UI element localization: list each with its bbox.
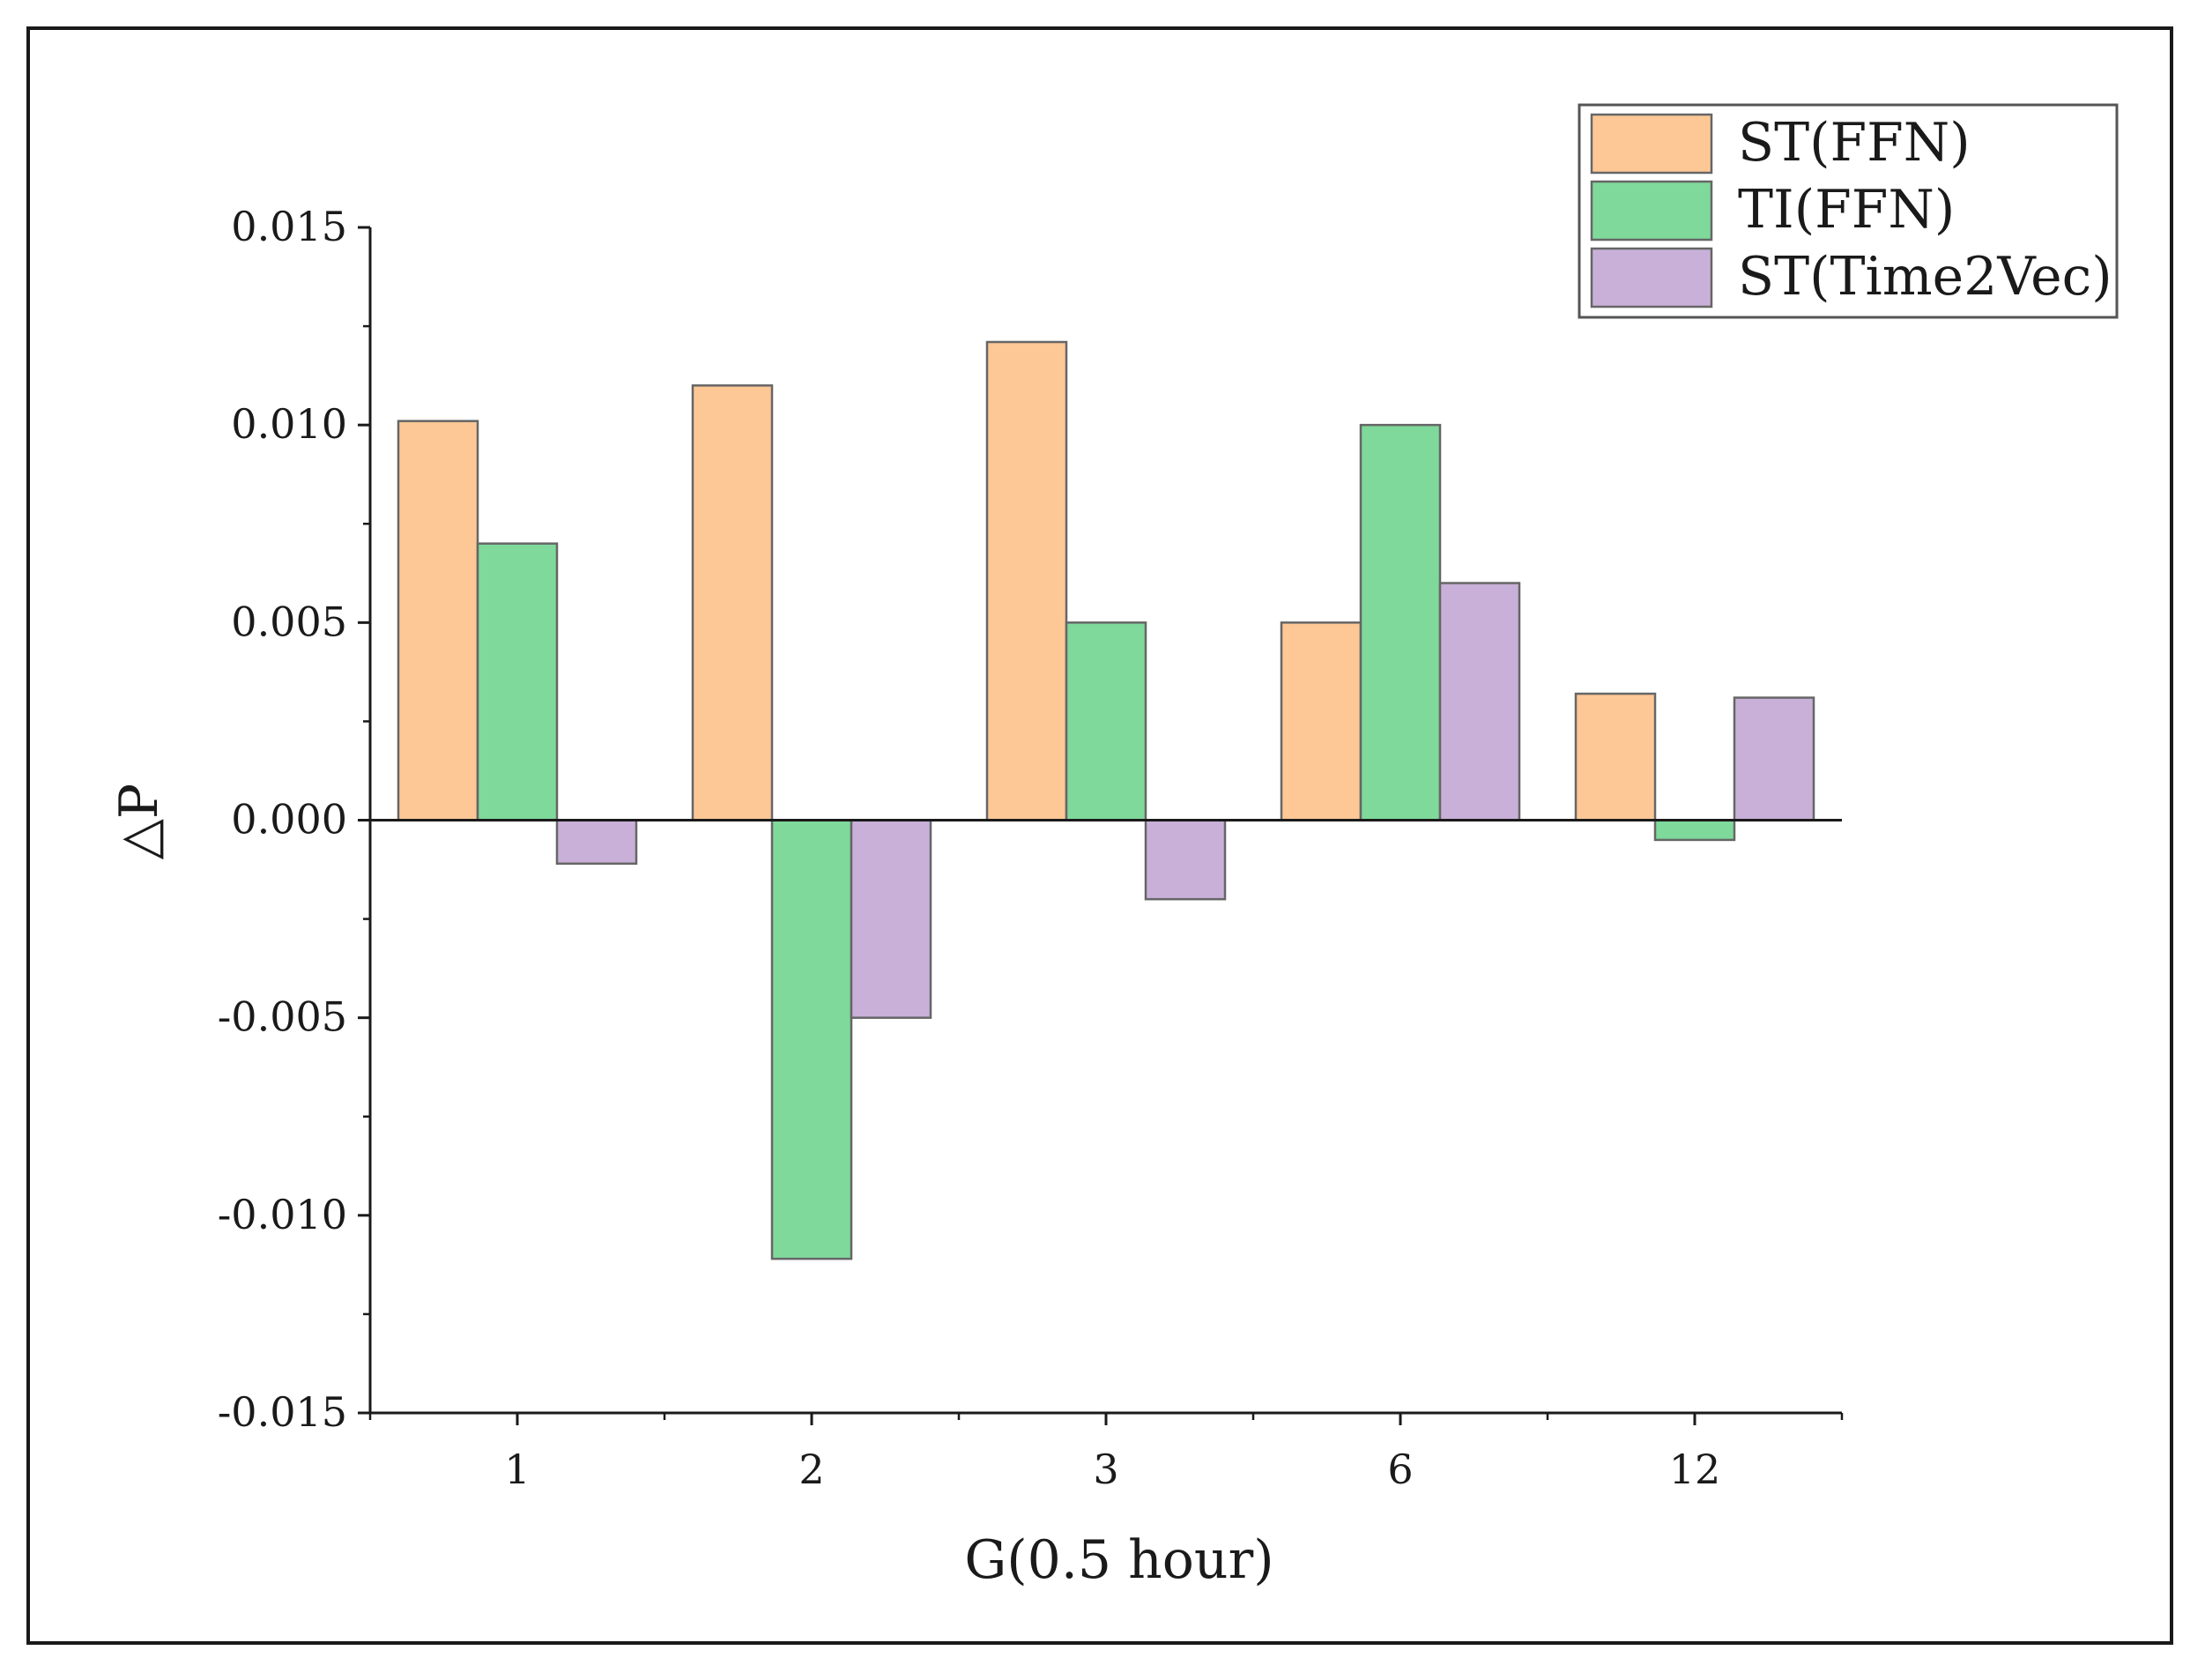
- bar-ti-ffn-1: [476, 542, 559, 821]
- y-tick-label: 0.005: [231, 598, 347, 645]
- bar-st-time2vec-12: [1733, 696, 1815, 821]
- legend-swatch: [1590, 247, 1713, 308]
- axes-group: [368, 227, 1842, 1415]
- bar-st-ffn-2: [691, 384, 774, 821]
- x-tick-label: 3: [1093, 1446, 1118, 1493]
- y-axis-title: △P: [108, 784, 170, 860]
- bar-st-time2vec-2: [850, 819, 932, 1019]
- bar-st-ffn-6: [1280, 621, 1362, 821]
- legend-label: ST(FFN): [1738, 112, 1971, 174]
- bar-ti-ffn-2: [770, 819, 853, 1260]
- bars-group: [397, 340, 1815, 1260]
- y-tick-label: 0.015: [231, 203, 347, 250]
- legend-swatch: [1590, 180, 1713, 242]
- legend: ST(FFN)TI(FFN)ST(Time2Vec): [1578, 103, 2119, 319]
- bar-st-ffn-1: [397, 420, 479, 821]
- bar-st-ffn-12: [1574, 692, 1657, 821]
- x-tick-label: 12: [1669, 1446, 1721, 1493]
- y-tick-label: -0.005: [218, 993, 347, 1041]
- legend-label: ST(Time2Vec): [1738, 246, 2112, 308]
- x-ticks-group: 1 2 3 6 12: [368, 1413, 1844, 1493]
- bar-st-ffn-3: [985, 340, 1068, 821]
- bar-ti-ffn-3: [1065, 621, 1147, 821]
- y-tick-label: -0.015: [218, 1388, 347, 1436]
- x-tick-label: 1: [504, 1446, 530, 1493]
- x-tick-label: 2: [798, 1446, 824, 1493]
- y-tick-label: 0.010: [231, 400, 347, 448]
- legend-swatch: [1590, 113, 1713, 175]
- bar-ti-ffn-6: [1359, 423, 1442, 821]
- y-ticks-group: -0.015 -0.010 -0.005 0.000 0.005 0.010 0.015: [218, 203, 370, 1436]
- bar-ti-ffn-12: [1653, 819, 1736, 842]
- y-tick-label: -0.010: [218, 1191, 347, 1238]
- bar-st-time2vec-6: [1438, 582, 1521, 821]
- bar-st-time2vec-1: [555, 819, 638, 866]
- bar-st-time2vec-3: [1144, 819, 1227, 901]
- x-axis-title: G(0.5 hour): [964, 1529, 1273, 1591]
- x-tick-label: 6: [1387, 1446, 1413, 1493]
- legend-label: TI(FFN): [1738, 179, 1955, 241]
- y-tick-label: 0.000: [231, 796, 347, 844]
